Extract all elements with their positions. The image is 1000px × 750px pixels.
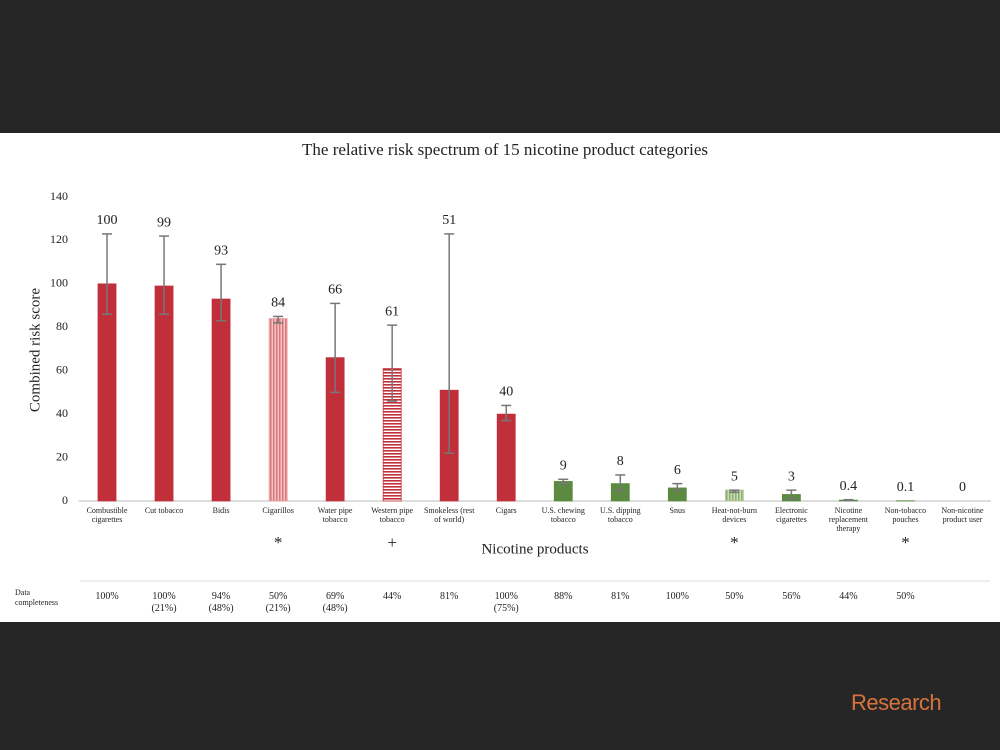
y-tick-label: 40 — [56, 406, 68, 420]
x-tick-label: Combustible cigarettes — [86, 506, 128, 524]
completeness-value: 50% — [896, 591, 915, 602]
value-label: 0.4 — [840, 479, 858, 494]
completeness-sub: (48%) — [208, 603, 234, 614]
completeness-value: 100% — [665, 591, 689, 602]
footnote-marker: * — [901, 533, 910, 552]
x-tick-label: Smokeless (rest of world) — [423, 506, 475, 524]
completeness-sub: (48%) — [322, 603, 348, 614]
y-tick-label: 60 — [56, 362, 68, 376]
bar — [211, 298, 231, 502]
x-tick-label: U.S. chewing tobacco — [541, 506, 585, 524]
value-label: 61 — [385, 304, 399, 319]
value-label: 6 — [674, 463, 681, 478]
x-tick-label: Heat-not-burn devices — [711, 506, 758, 524]
x-tick-label: Cigarillos — [262, 506, 294, 515]
y-tick-label: 120 — [50, 232, 68, 246]
brand-logo: Research — [851, 690, 942, 715]
completeness-value: 94% — [211, 591, 231, 602]
footnote-marker: * — [730, 533, 739, 552]
completeness-value: 100% — [95, 591, 119, 602]
x-tick-label: Nicotine replacement therapy — [828, 506, 868, 533]
y-tick-label: 80 — [56, 319, 68, 333]
chart-title: The relative risk spectrum of 15 nicotin… — [302, 140, 708, 159]
y-axis-label: Combined risk score — [27, 288, 43, 412]
value-label: 0.1 — [897, 480, 915, 495]
value-label: 51 — [442, 213, 456, 228]
completeness-value: 44% — [383, 591, 402, 602]
completeness-value: 81% — [440, 591, 459, 602]
completeness-value: 44% — [839, 591, 858, 602]
x-tick-label: Cigars — [495, 506, 517, 515]
value-label: 66 — [328, 283, 342, 298]
bar — [97, 283, 117, 502]
x-tick-label: Non-nicotine product user — [941, 506, 984, 524]
value-label: 5 — [731, 469, 738, 484]
footnote-marker: + — [387, 533, 397, 552]
y-tick-label: 140 — [50, 189, 68, 203]
completeness-sub: (21%) — [151, 603, 177, 614]
completeness-value: 69% — [325, 591, 345, 602]
completeness-value: 88% — [554, 591, 573, 602]
bar — [496, 413, 516, 502]
y-tick-label: 0 — [62, 493, 68, 507]
value-label: 84 — [271, 296, 285, 311]
x-tick-label: Bidis — [212, 506, 230, 515]
completeness-value: 81% — [611, 591, 630, 602]
bar — [268, 318, 288, 502]
x-tick-label: Cut tobacco — [144, 506, 184, 515]
value-label: 93 — [214, 244, 228, 259]
completeness-value: 100% — [494, 591, 518, 602]
x-tick-label: U.S. dipping tobacco — [599, 506, 641, 524]
x-axis-label: Nicotine products — [481, 541, 588, 557]
y-tick-label: 100 — [50, 276, 68, 290]
x-tick-label: Non-tobacco pouches — [884, 506, 927, 524]
completeness-label: Data completeness — [15, 588, 59, 607]
value-label: 100 — [97, 213, 118, 228]
completeness-sub: (21%) — [265, 603, 291, 614]
bar — [553, 481, 573, 502]
value-label: 9 — [560, 459, 567, 474]
value-label: 0 — [959, 480, 966, 495]
x-tick-label: Electronic cigarettes — [774, 506, 808, 524]
value-label: 40 — [499, 385, 513, 400]
bar — [154, 285, 174, 502]
completeness-value: 56% — [782, 591, 801, 602]
completeness-value: 50% — [725, 591, 744, 602]
x-tick-label: Snus — [669, 506, 686, 515]
y-tick-label: 20 — [56, 449, 68, 463]
value-label: 99 — [157, 215, 171, 230]
x-tick-label: Western pipe tobacco — [371, 506, 414, 524]
completeness-sub: (75%) — [493, 603, 519, 614]
footnote-marker: * — [274, 533, 283, 552]
x-tick-label: Water pipe tobacco — [317, 506, 353, 524]
completeness-value: 50% — [268, 591, 288, 602]
value-label: 8 — [617, 454, 624, 469]
value-label: 3 — [788, 469, 795, 484]
completeness-value: 100% — [152, 591, 176, 602]
